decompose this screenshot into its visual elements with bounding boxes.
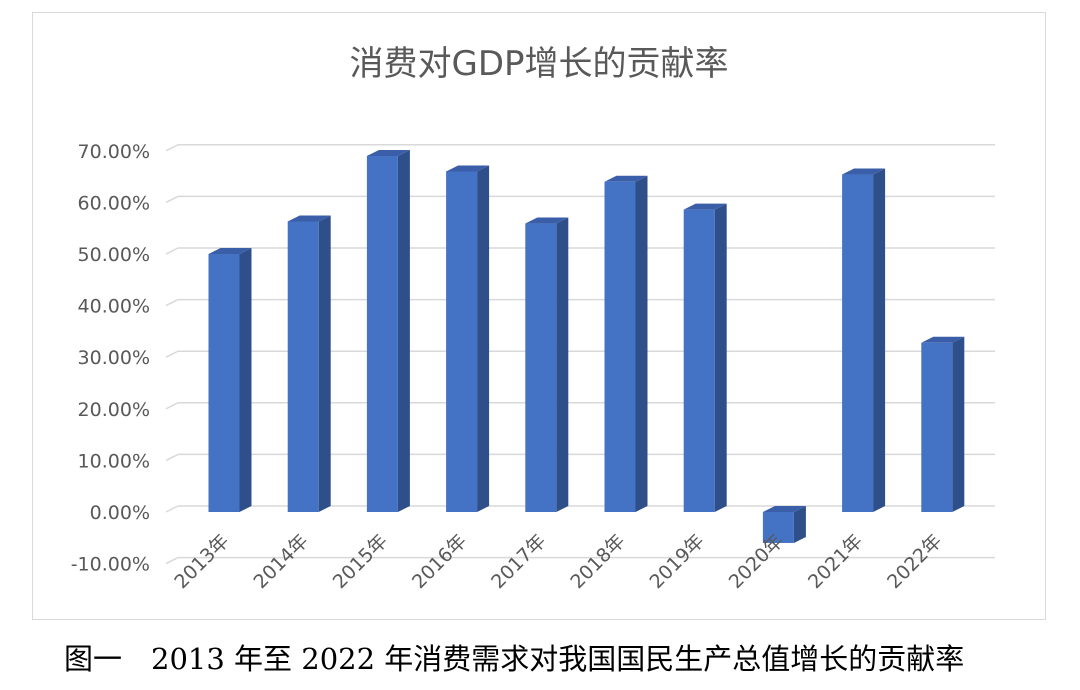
y-tick-label: 70.00% (78, 141, 150, 163)
bar-top (683, 203, 727, 210)
bar-front (921, 342, 953, 512)
bar (208, 248, 252, 512)
bar-top (921, 336, 965, 343)
bar-side (318, 215, 331, 512)
bar-side (714, 203, 727, 512)
gridline-depth (165, 453, 179, 462)
x-tick-label: 2018年 (566, 530, 629, 593)
bar-front (525, 223, 557, 512)
y-tick-label: 0.00% (90, 502, 150, 524)
y-tick-label: -10.00% (71, 554, 150, 576)
bar-side (952, 336, 965, 512)
x-tick-label: 2019年 (646, 530, 709, 593)
bar (446, 165, 490, 512)
gridline-depth (165, 556, 179, 565)
bar-side (397, 149, 410, 512)
bar-top (366, 149, 410, 156)
bar-top (208, 248, 252, 254)
y-tick-label: 50.00% (78, 244, 150, 266)
bar-front (208, 254, 240, 512)
gridline-depth (165, 505, 179, 513)
bar (921, 336, 965, 512)
bar-top (287, 215, 331, 222)
y-tick-label: 10.00% (78, 450, 150, 472)
bar-side (477, 165, 490, 512)
bar-front (683, 209, 715, 512)
bar-front (366, 155, 398, 512)
bar-front (604, 181, 636, 512)
bar-front (842, 174, 874, 512)
gridline-depth (165, 247, 179, 255)
bar-side (873, 168, 886, 512)
gridline-depth (165, 350, 179, 358)
bar (525, 217, 569, 512)
figure-caption: 图一 2013 年至 2022 年消费需求对我国国民生产总值增长的贡献率 (64, 642, 965, 676)
bar-side (239, 248, 252, 512)
bar-side (635, 175, 648, 512)
bar (366, 149, 410, 512)
chart-title: 消费对GDP增长的贡献率 (349, 44, 729, 84)
bar-side (793, 506, 806, 543)
gridline-depth (165, 195, 179, 204)
x-tick-label: 2017年 (487, 530, 550, 593)
y-tick-label: 20.00% (78, 399, 150, 421)
gridline-depth (165, 402, 179, 410)
bar (287, 215, 331, 512)
y-tick-label: 60.00% (78, 192, 150, 214)
x-tick-label: 2014年 (250, 530, 313, 593)
bar (604, 175, 648, 512)
bar-side (556, 217, 569, 512)
y-tick-label: 30.00% (78, 347, 150, 369)
y-tick-label: 40.00% (78, 296, 150, 318)
bar-top (525, 217, 569, 224)
bar-front (446, 171, 478, 512)
x-tick-label: 2013年 (170, 530, 233, 593)
bar (842, 168, 886, 512)
bar-top (762, 506, 806, 512)
gridline-depth (165, 144, 179, 152)
x-tick-label: 2015年 (329, 530, 392, 593)
bar-top (842, 168, 886, 175)
bar-top (446, 165, 490, 172)
bar-front (762, 512, 794, 543)
bar-front (287, 221, 319, 512)
x-tick-label: 2016年 (408, 530, 471, 593)
x-tick-label: 2022年 (883, 530, 946, 593)
x-tick-label: 2021年 (804, 530, 867, 593)
bar (683, 203, 727, 512)
bar-top (604, 175, 648, 182)
x-tick-label: 2020年 (725, 530, 788, 593)
bar (762, 506, 806, 543)
gridline-depth (165, 298, 179, 307)
